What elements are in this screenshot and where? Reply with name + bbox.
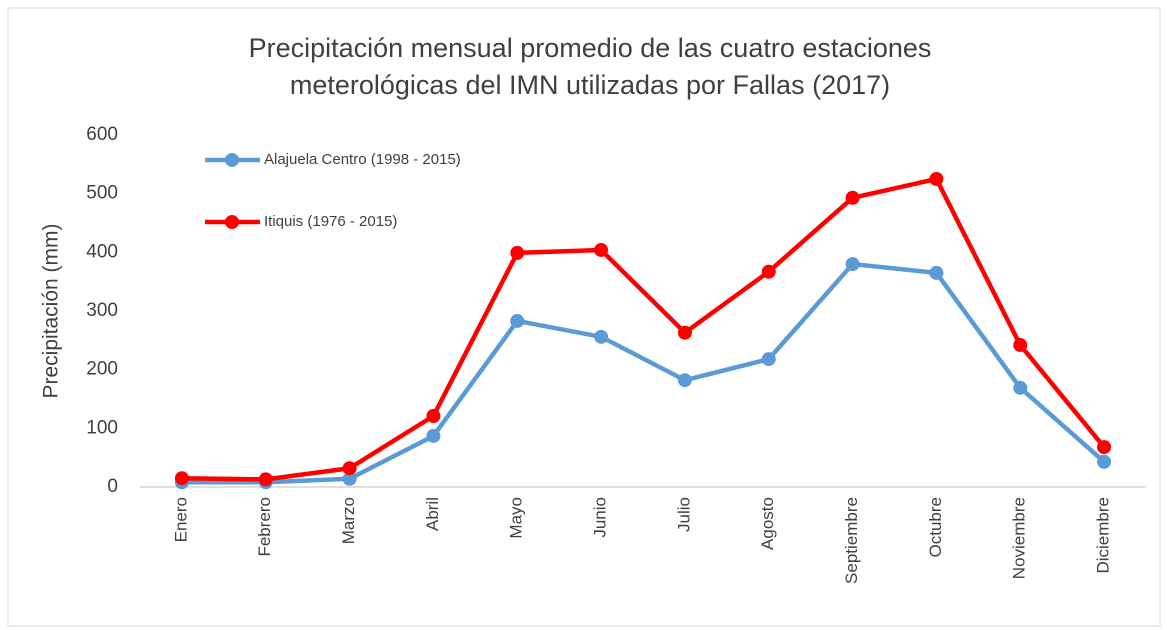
series-line [181, 176, 1106, 482]
x-tick-label: Marzo [339, 497, 358, 544]
data-point [761, 264, 776, 279]
data-point [510, 313, 525, 328]
y-tick-label: 500 [86, 183, 118, 204]
x-tick-label: Noviembre [1010, 497, 1029, 579]
data-point [1097, 440, 1112, 455]
x-tick-label: Junio [591, 497, 610, 538]
data-point [342, 471, 357, 486]
data-point [929, 265, 944, 280]
x-tick-label: Julio [674, 497, 693, 532]
y-tick-label: 400 [86, 241, 118, 262]
x-tick-label: Febrero [255, 497, 274, 557]
data-point [677, 373, 692, 388]
chart-title: Precipitación mensual promedio de las cu… [249, 33, 932, 63]
legend-marker [225, 215, 239, 229]
x-tick-label: Septiembre [842, 497, 861, 584]
data-point [258, 472, 273, 487]
series-line [181, 261, 1106, 485]
data-point [342, 461, 357, 476]
y-tick-label: 100 [86, 417, 118, 438]
data-point [426, 409, 441, 424]
y-tick-label: 0 [107, 476, 118, 497]
data-point [845, 257, 860, 272]
y-axis-label: Precipitación (mm) [40, 223, 63, 398]
data-point [594, 242, 609, 257]
data-point [1097, 454, 1112, 469]
legend-marker [225, 153, 239, 167]
x-tick-label: Mayo [507, 497, 526, 539]
chart-title: meterológicas del IMN utilizadas por Fal… [290, 70, 890, 100]
x-tick-label: Agosto [758, 497, 777, 550]
data-point [1013, 380, 1028, 395]
data-point [174, 471, 189, 486]
x-tick-label: Abril [423, 497, 442, 531]
legend-label: Itiquis (1976 - 2015) [264, 213, 397, 230]
data-point [594, 329, 609, 344]
data-point [929, 172, 944, 186]
x-tick-label: Enero [171, 497, 190, 542]
data-point [761, 352, 776, 367]
data-point [1013, 338, 1028, 353]
legend-label: Alajuela Centro (1998 - 2015) [264, 151, 461, 168]
y-tick-label: 200 [86, 359, 118, 380]
data-point [426, 428, 441, 443]
x-tick-label: Octubre [926, 497, 945, 557]
x-tick-label: Diciembre [1094, 497, 1113, 574]
data-point [510, 245, 525, 260]
data-point [845, 190, 860, 205]
data-point [677, 325, 692, 340]
y-tick-label: 300 [86, 300, 118, 321]
y-tick-label: 600 [86, 124, 118, 145]
